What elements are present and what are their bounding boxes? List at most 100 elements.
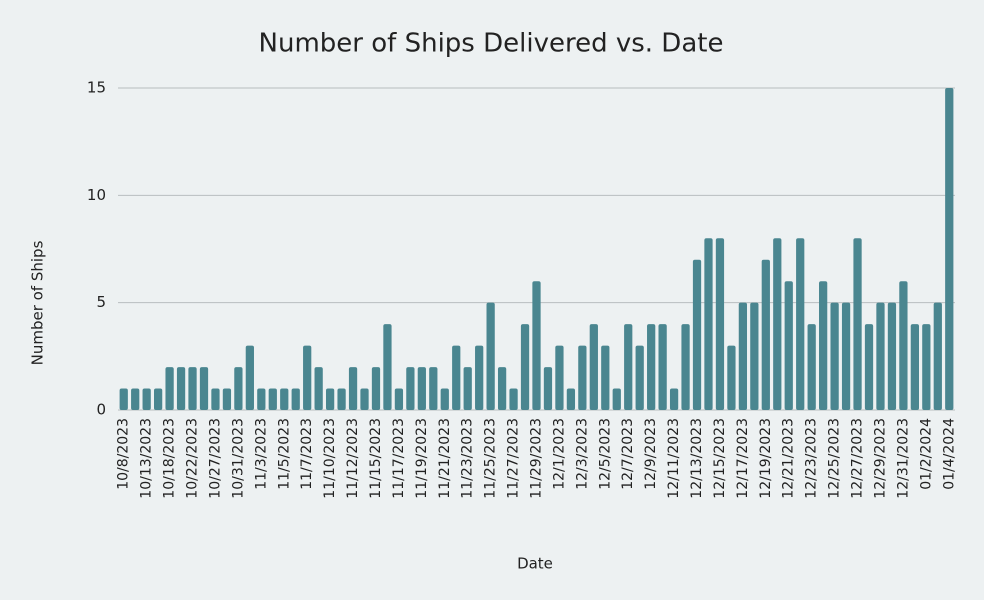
bar — [142, 388, 151, 410]
bar — [165, 367, 174, 410]
x-tick-label: 01/2/2024 — [918, 418, 934, 490]
x-tick-label: 12/3/2023 — [574, 418, 590, 490]
x-tick-label: 11/3/2023 — [253, 418, 269, 490]
bar — [624, 324, 633, 410]
bar — [738, 302, 748, 410]
bar — [819, 281, 828, 410]
bar — [796, 238, 805, 410]
x-tick-label: 11/25/2023 — [483, 418, 499, 499]
x-tick-label: 11/21/2023 — [437, 418, 453, 499]
bar — [841, 302, 851, 410]
bar — [715, 238, 725, 410]
x-tick-label: 01/4/2024 — [941, 418, 957, 490]
bar — [773, 238, 782, 410]
bar — [119, 388, 128, 410]
bar — [555, 345, 564, 410]
bar — [899, 281, 908, 410]
x-tick-label: 11/19/2023 — [414, 418, 430, 499]
x-tick-label: 12/9/2023 — [643, 418, 659, 490]
x-tick-label: 11/12/2023 — [345, 418, 361, 499]
bar — [601, 345, 610, 410]
bar — [864, 324, 874, 410]
bar — [303, 345, 312, 410]
x-tick-label: 10/13/2023 — [139, 418, 155, 499]
bar — [360, 388, 369, 410]
bar — [440, 388, 449, 410]
bar — [887, 302, 897, 410]
x-tick-label: 12/29/2023 — [872, 418, 888, 499]
bar — [234, 367, 243, 410]
bar — [830, 302, 839, 410]
bar — [463, 367, 472, 410]
bar — [154, 388, 163, 410]
x-tick-label: 11/10/2023 — [322, 418, 338, 499]
bar — [704, 238, 713, 410]
x-tick-label: 12/5/2023 — [597, 418, 613, 490]
bar — [945, 88, 954, 410]
bar — [578, 345, 587, 410]
bar — [532, 281, 541, 410]
bar — [727, 345, 736, 410]
bar — [406, 367, 415, 410]
x-tick-label: 12/31/2023 — [895, 418, 911, 499]
bar — [933, 302, 942, 410]
bar — [807, 324, 816, 410]
x-tick-label: 10/18/2023 — [162, 418, 178, 499]
x-tick-label: 10/8/2023 — [116, 418, 132, 490]
bar — [876, 302, 885, 410]
chart-title: Number of Ships Delivered vs. Date — [259, 29, 724, 59]
bar — [647, 324, 656, 410]
y-tick-label: 15 — [87, 79, 106, 97]
x-tick-label: 12/23/2023 — [804, 418, 820, 499]
x-tick-label: 11/29/2023 — [529, 418, 545, 499]
bar — [188, 367, 197, 410]
y-tick-label: 0 — [96, 401, 106, 419]
x-tick-label: 12/17/2023 — [735, 418, 751, 499]
bar — [509, 388, 518, 410]
bar — [681, 324, 690, 410]
bar — [486, 302, 495, 410]
bar — [635, 345, 644, 410]
bar — [750, 302, 759, 410]
x-tick-label: 11/5/2023 — [276, 418, 292, 490]
bar — [348, 367, 358, 410]
bar — [291, 388, 300, 410]
bar — [429, 367, 438, 410]
bar — [222, 388, 232, 410]
bar — [280, 388, 289, 410]
bar — [245, 345, 254, 410]
bar — [520, 324, 530, 410]
x-tick-label: 12/27/2023 — [850, 418, 866, 499]
bar — [475, 345, 484, 410]
x-tick-label: 12/21/2023 — [781, 418, 797, 499]
bar — [658, 324, 667, 410]
bar — [910, 324, 919, 410]
x-tick-label: 11/23/2023 — [460, 418, 476, 499]
x-tick-label: 10/22/2023 — [185, 418, 201, 499]
x-tick-label: 12/19/2023 — [758, 418, 774, 499]
x-axis-label: Date — [517, 555, 553, 573]
bar — [784, 281, 793, 410]
bar — [268, 388, 277, 410]
bar — [692, 259, 702, 410]
bar — [853, 238, 862, 410]
bar — [761, 259, 770, 410]
y-tick-label: 5 — [96, 293, 106, 311]
x-tick-label: 12/25/2023 — [827, 418, 843, 499]
bar — [211, 388, 220, 410]
bar — [612, 388, 621, 410]
x-tick-label: 10/27/2023 — [207, 418, 223, 499]
bar — [314, 367, 323, 410]
bar — [257, 388, 266, 410]
bar — [131, 388, 140, 410]
bar — [589, 324, 598, 410]
x-tick-label: 11/27/2023 — [506, 418, 522, 499]
y-axis-label: Number of Ships — [29, 240, 47, 365]
bar — [337, 388, 346, 410]
x-tick-label: 12/7/2023 — [620, 418, 636, 490]
x-tick-label: 10/31/2023 — [230, 418, 246, 499]
bar — [669, 388, 679, 410]
bar — [371, 367, 381, 410]
bar — [922, 324, 931, 410]
bar — [394, 388, 404, 410]
